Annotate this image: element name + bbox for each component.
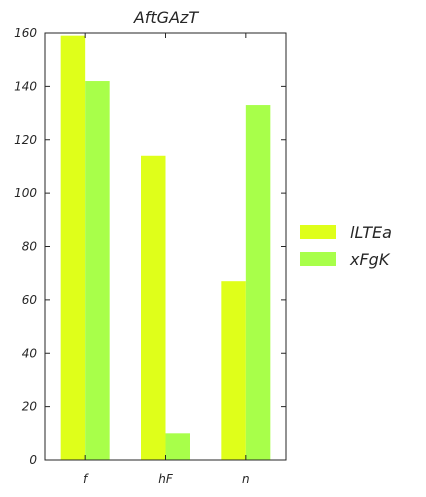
- y-tick-label: 160: [14, 26, 37, 40]
- plot-area: f hF n 0 20 40 60 80 100 120 140 160: [14, 26, 287, 486]
- legend-swatch-xFgK: [300, 252, 336, 266]
- legend-label-xFgK: xFgK: [349, 250, 391, 269]
- y-tick-label: 80: [22, 240, 38, 254]
- x-tick-label: n: [242, 472, 250, 486]
- bar-xFgK-hF: [165, 433, 190, 460]
- y-tick-label: 100: [14, 186, 37, 200]
- y-tick-label: 140: [14, 79, 37, 93]
- x-tick-label: hF: [158, 472, 174, 486]
- bar-lLTEa-hF: [141, 155, 166, 460]
- legend: lLTEa xFgK: [300, 223, 392, 269]
- x-tick-label: f: [83, 472, 89, 486]
- chart-title: AftGAzT: [133, 8, 200, 27]
- y-tick-label: 60: [22, 293, 38, 307]
- plot-frame: [44, 32, 287, 461]
- bar-xFgK-n: [245, 105, 271, 461]
- y-tick-label: 40: [22, 346, 38, 360]
- bar-xFgK-f: [85, 81, 110, 460]
- legend-label-lLTEa: lLTEa: [350, 223, 392, 242]
- bar-lLTEa-f: [60, 35, 86, 460]
- y-tick-label: 20: [22, 400, 38, 414]
- y-tick-label: 120: [14, 133, 37, 147]
- y-tick-label: 0: [29, 453, 37, 467]
- bar-lLTEa-n: [221, 281, 246, 460]
- legend-swatch-lLTEa: [300, 225, 336, 239]
